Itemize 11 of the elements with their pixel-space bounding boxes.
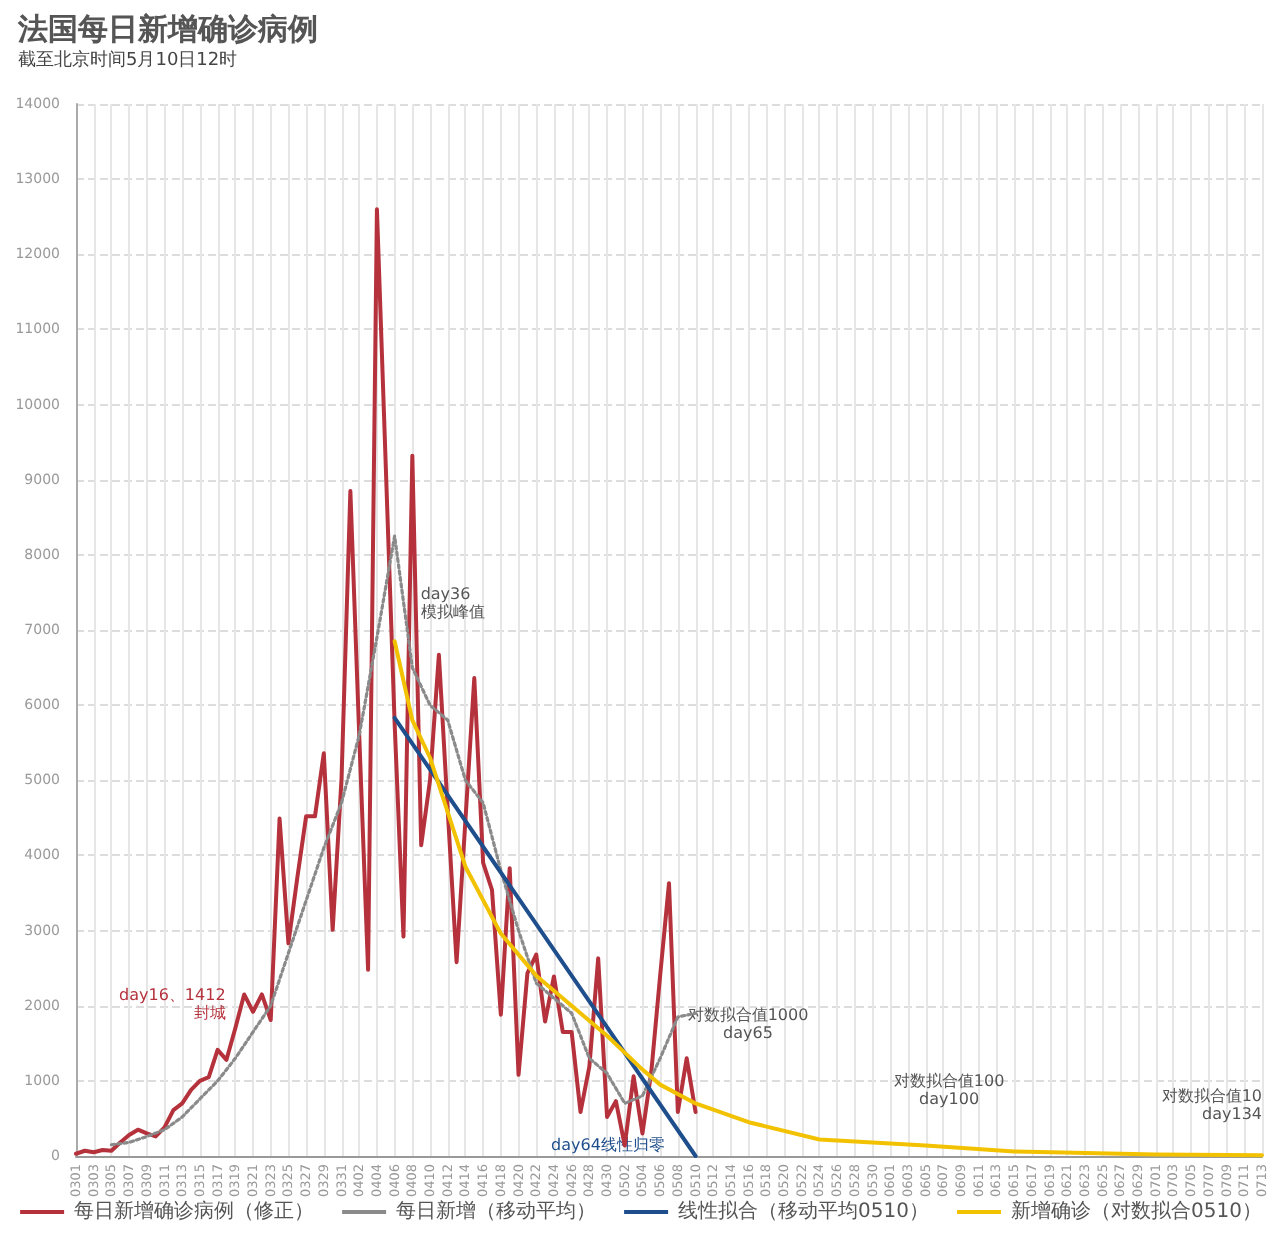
annotation: 对数拟合值10 day134 [1161, 1087, 1262, 1124]
legend-label: 每日新增确诊病例（修正） [74, 1199, 315, 1223]
chart-title: 法国每日新增确诊病例 [16, 11, 318, 47]
line-series [392, 639, 1264, 1158]
annotation: 对数拟合值100 day100 [893, 1072, 1005, 1109]
chart-subtitle: 截至北京时间5月10日12时 [18, 49, 238, 71]
annotation: day36 模拟峰值 [420, 585, 485, 622]
legend-label: 新增确诊（对数拟合0510） [1011, 1199, 1262, 1223]
legend-label: 每日新增（移动平均） [396, 1199, 597, 1223]
annotation: day16、1412 封城 [119, 985, 226, 1022]
legend-label: 线性拟合（移动平均0510） [678, 1199, 930, 1223]
